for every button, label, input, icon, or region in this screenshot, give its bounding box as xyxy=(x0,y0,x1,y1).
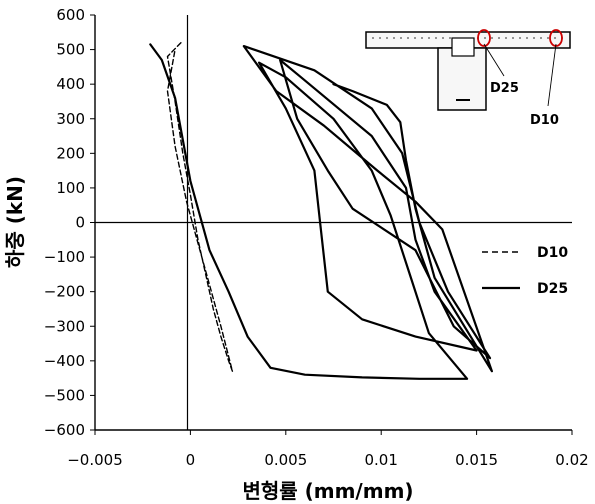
legend-label-d25: D25 xyxy=(537,281,568,297)
y-tick-labels: 600 500 400 300 200 100 0 −100 −200 −300 −400 −500 −… xyxy=(44,6,95,439)
inset-marker-d25 xyxy=(477,29,491,47)
y-tick-label: −400 xyxy=(44,352,85,370)
y-tick-label: −200 xyxy=(44,283,85,301)
y-tick-label: 500 xyxy=(56,41,85,59)
x-tick-labels: −0.005 0 0.005 0.01 0.015 0.02 xyxy=(67,430,589,469)
y-tick-label: 100 xyxy=(56,179,85,197)
inset-label-d10: D10 xyxy=(530,113,559,128)
inset-leader-d25 xyxy=(483,43,505,77)
x-tick-label: 0.02 xyxy=(555,451,588,469)
x-axis-title: 변형률 (mm/mm) xyxy=(242,479,413,503)
series-line-d25 xyxy=(149,43,493,380)
x-tick-label: 0.005 xyxy=(264,451,307,469)
x-tick-label: −0.005 xyxy=(67,451,123,469)
series-layer xyxy=(149,42,493,380)
inset-top-block xyxy=(451,37,475,57)
x-tick-label: 0.015 xyxy=(455,451,498,469)
inset-label-d25: D25 xyxy=(490,81,519,96)
inset-leader-d10 xyxy=(547,43,557,107)
series-line-d10 xyxy=(166,42,234,372)
legend: D10 D25 xyxy=(482,245,568,297)
y-tick-label: −600 xyxy=(44,421,85,439)
y-tick-label: 200 xyxy=(56,144,85,162)
inset-section-diagram: D25 D10 xyxy=(365,29,571,128)
legend-label-d10: D10 xyxy=(537,245,568,261)
y-tick-label: 400 xyxy=(56,75,85,93)
y-tick-label: −100 xyxy=(44,248,85,266)
y-tick-label: 600 xyxy=(56,6,85,24)
x-tick-label: 0 xyxy=(186,451,196,469)
y-axis-title: 하중 (kN) xyxy=(3,176,27,268)
y-tick-label: −500 xyxy=(44,386,85,404)
y-tick-label: −300 xyxy=(44,317,85,335)
y-tick-label: 0 xyxy=(75,214,85,232)
axes xyxy=(94,15,572,431)
x-tick-label: 0.01 xyxy=(364,451,397,469)
y-tick-label: 300 xyxy=(56,110,85,128)
